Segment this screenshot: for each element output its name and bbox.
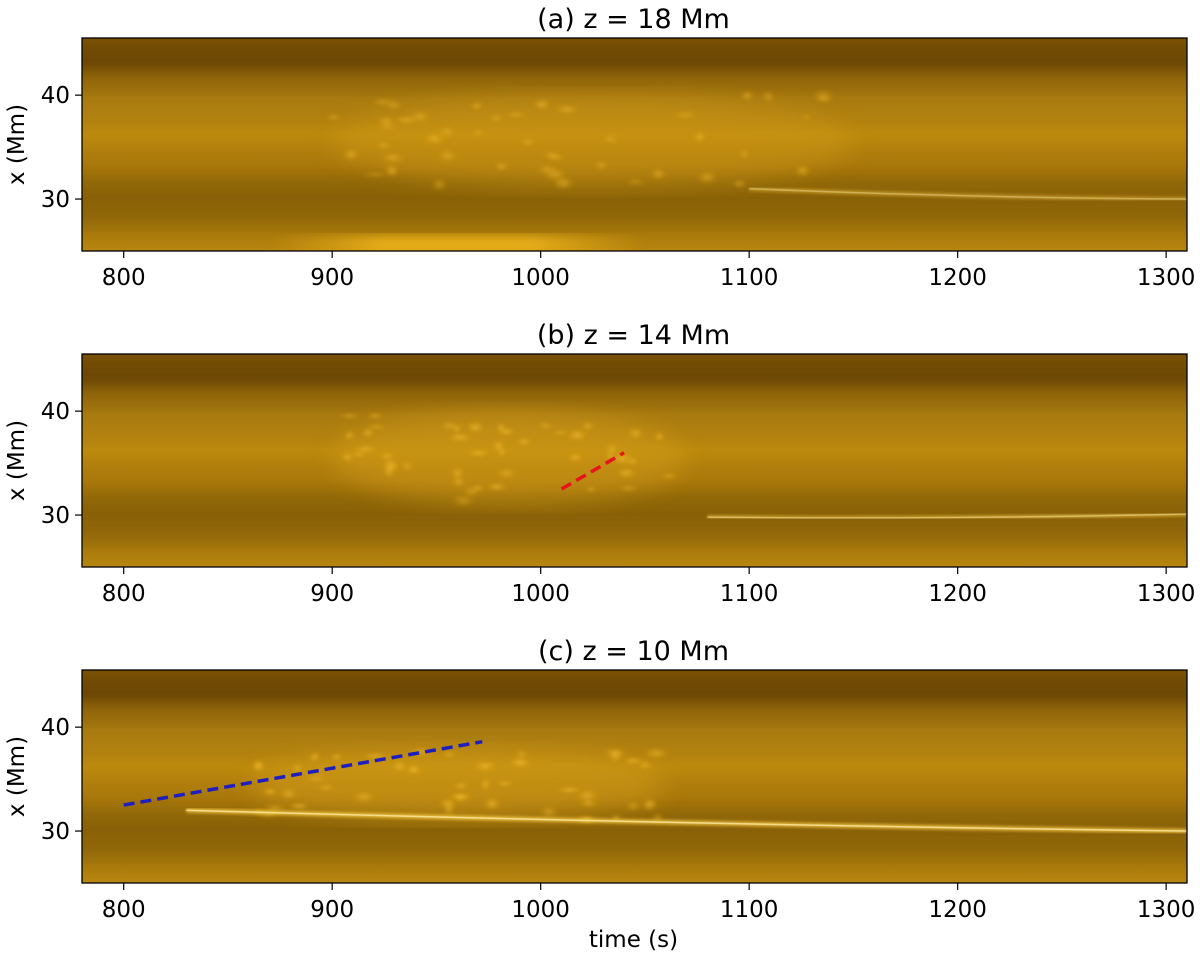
x-tick-label: 800 bbox=[102, 265, 146, 291]
axes-frame bbox=[81, 669, 1188, 884]
y-tick-label: 40 bbox=[41, 83, 70, 109]
x-tick-label: 1300 bbox=[1137, 581, 1196, 607]
x-tick-label: 1100 bbox=[720, 265, 779, 291]
texture-bands bbox=[82, 361, 1187, 560]
x-tick-label: 1000 bbox=[511, 897, 570, 923]
speckle-group bbox=[337, 412, 680, 508]
y-tick-label: 30 bbox=[41, 503, 70, 529]
x-tick-label: 1200 bbox=[928, 581, 987, 607]
y-tick-label: 30 bbox=[41, 819, 70, 845]
speckle-group bbox=[250, 746, 671, 825]
bright-streak bbox=[707, 512, 1187, 520]
panel-title: (a) z = 18 Mm bbox=[537, 4, 730, 35]
x-tick-label: 1200 bbox=[928, 897, 987, 923]
y-axis-label: x (Mm) bbox=[4, 104, 30, 185]
y-axis-label: x (Mm) bbox=[4, 420, 30, 501]
x-tick-label: 1000 bbox=[511, 581, 570, 607]
x-tick-label: 900 bbox=[310, 265, 354, 291]
y-axis-label: x (Mm) bbox=[4, 736, 30, 817]
x-tick-label: 1100 bbox=[720, 897, 779, 923]
bright-streak bbox=[749, 186, 1187, 202]
bright-region bbox=[332, 411, 687, 505]
x-tick-label: 1000 bbox=[511, 265, 570, 291]
blue-dashed-line bbox=[123, 739, 483, 807]
x-tick-label: 1300 bbox=[1137, 265, 1196, 291]
bright-streak-core bbox=[186, 809, 1187, 832]
speckle-group bbox=[325, 88, 836, 193]
x-tick-label: 800 bbox=[102, 581, 146, 607]
axes-frame bbox=[81, 37, 1188, 252]
x-tick-label: 800 bbox=[102, 897, 146, 923]
y-tick-label: 40 bbox=[41, 399, 70, 425]
x-tick-label: 1300 bbox=[1137, 897, 1196, 923]
x-tick-label: 1200 bbox=[928, 265, 987, 291]
axes-frame bbox=[81, 353, 1188, 568]
red-dashed-line bbox=[560, 451, 625, 491]
bright-region bbox=[332, 95, 854, 189]
y-tick-label: 30 bbox=[41, 187, 70, 213]
panel-1: 800 900 1000 1100 1200 1300 30 40 (b) z = 14 Mm x… bbox=[4, 320, 1196, 607]
bright-streak-core bbox=[749, 187, 1187, 200]
x-tick-label: 900 bbox=[310, 897, 354, 923]
texture-bands bbox=[82, 677, 1187, 876]
panel-2: 800 900 1000 1100 1200 1300 30 40 (c) z = 10 Mm x… bbox=[4, 636, 1196, 953]
bright-streak-core bbox=[707, 513, 1187, 519]
x-tick-label: 900 bbox=[310, 581, 354, 607]
y-tick-label: 40 bbox=[41, 715, 70, 741]
panel-title: (b) z = 14 Mm bbox=[537, 320, 730, 351]
bright-band bbox=[269, 235, 645, 251]
panel-title: (c) z = 10 Mm bbox=[538, 636, 729, 667]
panel-0: 800 900 1000 1100 1200 1300 30 40 (a) z = 18 Mm x… bbox=[4, 4, 1196, 291]
x-axis-label: time (s) bbox=[589, 927, 678, 953]
x-tick-label: 1100 bbox=[720, 581, 779, 607]
